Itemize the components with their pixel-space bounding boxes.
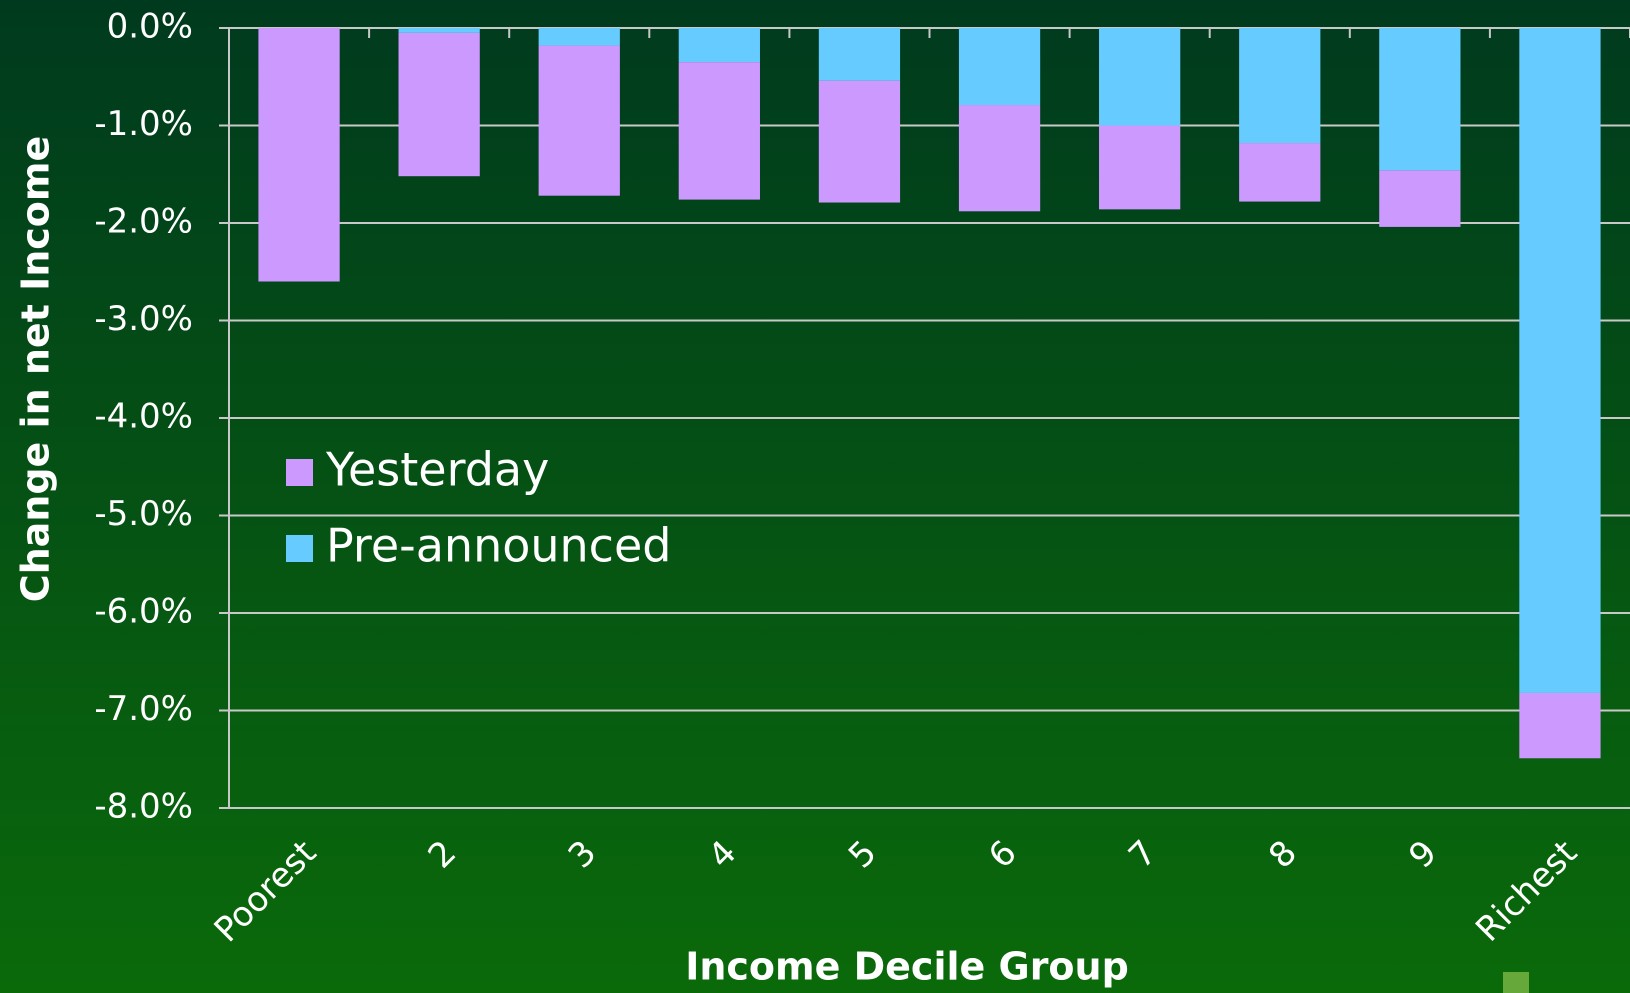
bar-segment bbox=[398, 28, 480, 33]
bar-segment bbox=[1379, 170, 1461, 227]
bar-segment bbox=[818, 28, 901, 81]
y-tick-label: -4.0% bbox=[94, 397, 193, 437]
bar-segment bbox=[958, 105, 1041, 212]
y-tick-label: 0.0% bbox=[107, 7, 193, 47]
y-tick-label: -7.0% bbox=[94, 689, 193, 729]
x-axis-title: Income Decile Group bbox=[685, 945, 1129, 989]
legend-swatch bbox=[286, 535, 313, 562]
decoration bbox=[1503, 972, 1529, 993]
y-tick-label: -5.0% bbox=[94, 494, 193, 534]
legend-swatch bbox=[286, 459, 313, 486]
bar-segment bbox=[538, 28, 620, 46]
y-tick-label: -2.0% bbox=[94, 202, 193, 242]
y-tick-label: -1.0% bbox=[94, 104, 193, 144]
bar-segment bbox=[1239, 143, 1321, 202]
legend-label: Yesterday bbox=[325, 443, 549, 497]
bar-segment bbox=[1099, 125, 1181, 210]
bar-segment bbox=[398, 32, 480, 177]
y-axis-title: Change in net Income bbox=[14, 136, 58, 603]
y-tick-label: -3.0% bbox=[94, 299, 193, 339]
bar-segment bbox=[1099, 28, 1181, 126]
bar-segment bbox=[818, 80, 901, 203]
legend-label: Pre-announced bbox=[326, 519, 671, 573]
bar-segment bbox=[1379, 28, 1461, 171]
bar-segment bbox=[1519, 692, 1601, 759]
bar-segment bbox=[1239, 28, 1321, 144]
bar-segment bbox=[1519, 28, 1601, 693]
bar-segment bbox=[958, 28, 1041, 106]
bar-segment bbox=[538, 45, 620, 196]
y-tick-label: -8.0% bbox=[94, 787, 193, 827]
y-tick-label: -6.0% bbox=[94, 592, 193, 632]
bar-segment bbox=[678, 62, 760, 200]
bar-segment bbox=[678, 28, 760, 63]
bar-segment bbox=[258, 28, 340, 282]
